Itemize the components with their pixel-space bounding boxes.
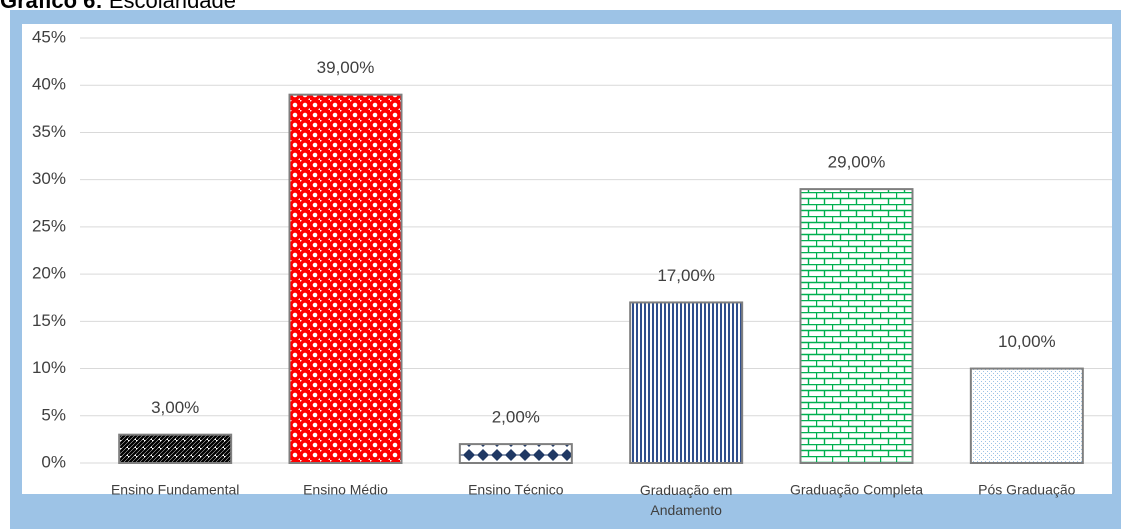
y-tick-label: 40% — [32, 75, 66, 94]
plot-background — [22, 24, 1112, 494]
x-tick-label: Ensino Médio — [303, 482, 388, 498]
bar — [118, 433, 233, 464]
value-label: 10,00% — [998, 332, 1056, 351]
bar — [799, 188, 914, 464]
y-tick-label: 0% — [41, 452, 66, 471]
y-tick-label: 10% — [32, 358, 66, 377]
x-tick-label: Ensino Fundamental — [111, 482, 239, 498]
y-tick-label: 5% — [41, 405, 66, 424]
value-label: 17,00% — [657, 266, 715, 285]
y-tick-label: 20% — [32, 264, 66, 283]
bar — [629, 301, 744, 465]
y-tick-label: 35% — [32, 122, 66, 141]
bar — [969, 367, 1084, 464]
x-tick-label: Pós Graduação — [978, 482, 1075, 498]
value-label: 29,00% — [828, 153, 886, 172]
value-label: 2,00% — [492, 408, 540, 427]
title-label: Gráfico 6: — [0, 0, 103, 13]
bar — [458, 443, 573, 465]
y-tick-label: 45% — [32, 27, 66, 46]
chart-title: Gráfico 6: Escolaridade — [0, 0, 236, 13]
value-label: 3,00% — [151, 398, 199, 417]
title-text: Escolaridade — [109, 0, 236, 13]
x-tick-label: Graduação Completa — [790, 482, 923, 498]
bar — [288, 93, 403, 465]
x-tick-label: Ensino Técnico — [468, 482, 564, 498]
value-label: 39,00% — [317, 58, 375, 77]
x-tick-label: Graduação em Andamento — [640, 482, 733, 518]
y-tick-label: 15% — [32, 311, 66, 330]
y-tick-label: 25% — [32, 216, 66, 235]
y-tick-label: 30% — [32, 169, 66, 188]
